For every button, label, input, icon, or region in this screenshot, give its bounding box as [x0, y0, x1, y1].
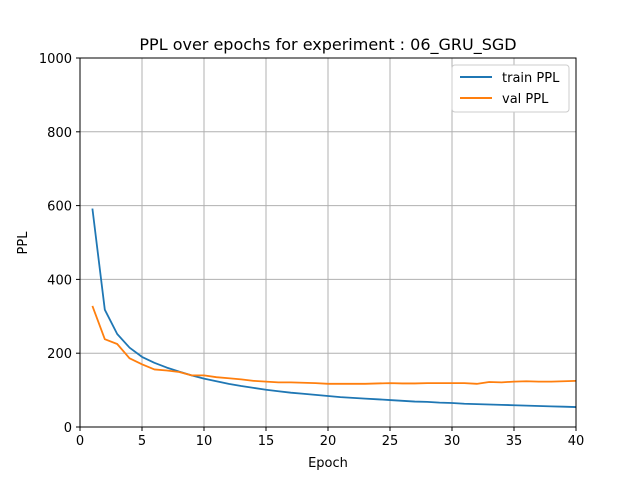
train-ppl-line	[91, 208, 577, 408]
series-lines	[91, 208, 577, 408]
x-tick-label: 35	[506, 434, 523, 449]
x-tick-label: 20	[320, 434, 337, 449]
y-axis-label: PPL	[16, 231, 31, 255]
chart-title: PPL over epochs for experiment : 06_GRU_…	[139, 35, 516, 55]
y-tick-label: 0	[64, 421, 72, 436]
y-tick-label: 800	[47, 126, 72, 141]
x-tick-label: 30	[444, 434, 461, 449]
x-axis-label: Epoch	[308, 456, 348, 471]
x-tick-label: 40	[568, 434, 585, 449]
x-tick-label: 10	[196, 434, 213, 449]
val-ppl-legend-label: val PPL	[502, 92, 549, 107]
x-tick-label: 25	[382, 434, 399, 449]
train-ppl-legend-label: train PPL	[502, 71, 560, 86]
x-tick-label: 15	[258, 434, 275, 449]
y-tick-label: 400	[47, 273, 72, 288]
val-ppl-line	[91, 305, 577, 385]
grid	[79, 57, 577, 428]
x-tick-label: 0	[76, 434, 84, 449]
y-axis-ticks: 0 200 400 600 800 1000	[39, 52, 80, 436]
y-tick-label: 200	[47, 347, 72, 362]
y-tick-label: 1000	[39, 52, 72, 67]
y-tick-label: 600	[47, 200, 72, 215]
x-tick-label: 5	[138, 434, 146, 449]
legend: train PPL val PPL	[451, 64, 570, 113]
x-axis-ticks: 0 5 10 15 20 25 30 35 40	[76, 427, 584, 449]
